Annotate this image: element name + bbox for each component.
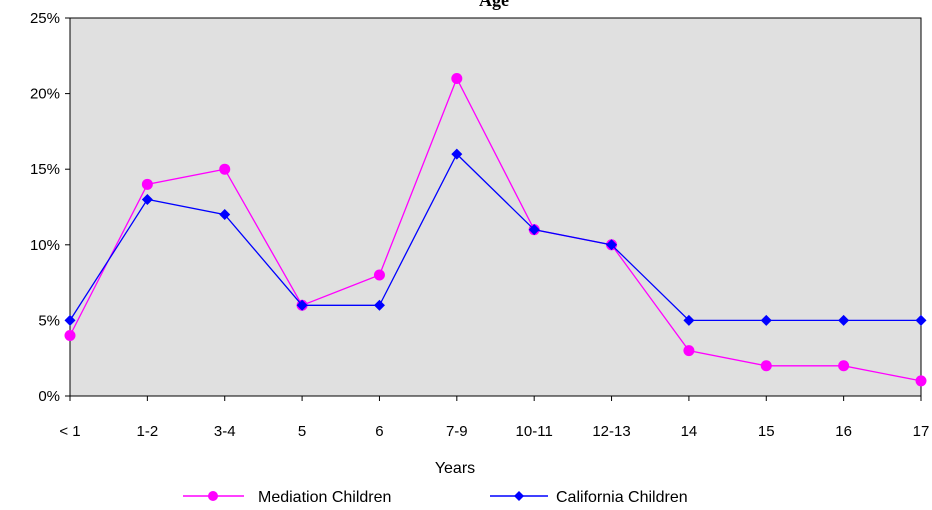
data-point-mediation xyxy=(760,360,772,372)
x-axis-title: Years xyxy=(435,460,475,477)
data-point-california xyxy=(915,314,927,326)
x-tick-label: 10-11 xyxy=(516,423,553,440)
data-point-california xyxy=(528,224,540,236)
series-layer xyxy=(64,72,927,387)
x-tick-label: 15 xyxy=(758,423,775,440)
x-tick-label: < 1 xyxy=(59,423,80,440)
legend-item-mediation: Mediation Children xyxy=(183,489,391,506)
x-tick-label: 3-4 xyxy=(214,423,236,440)
x-tick-label: 17 xyxy=(913,423,930,440)
y-tick-label: 10% xyxy=(30,237,60,254)
data-point-mediation xyxy=(683,345,695,357)
data-point-mediation xyxy=(838,360,850,372)
data-point-california xyxy=(64,314,76,326)
x-tick-label: 1-2 xyxy=(137,423,159,440)
series-line-california xyxy=(69,153,921,322)
y-tick-label: 0% xyxy=(38,388,60,405)
data-point-mediation xyxy=(64,330,76,342)
y-tick-label: 25% xyxy=(30,10,60,27)
series-line-mediation xyxy=(69,76,922,382)
y-axis: 0% 5% 10% 15% 20% 25% xyxy=(30,10,70,405)
y-tick-label: 20% xyxy=(30,86,60,103)
x-axis: < 1 1-2 3-4 5 6 7-9 10-11 12-13 14 15 16 17 xyxy=(59,396,929,440)
data-point-california xyxy=(141,193,153,205)
legend-label-mediation: Mediation Children xyxy=(258,489,391,506)
data-point-mediation xyxy=(373,269,385,281)
plot-area xyxy=(69,17,922,397)
legend-marker-california xyxy=(514,491,524,501)
y-tick-label: 15% xyxy=(30,161,60,178)
chart-title: Age xyxy=(479,0,509,10)
data-point-california xyxy=(838,314,850,326)
data-point-california xyxy=(219,209,231,221)
x-tick-label: 16 xyxy=(835,423,852,440)
data-point-mediation xyxy=(451,72,463,84)
data-point-mediation xyxy=(141,178,153,190)
data-point-california xyxy=(296,299,308,311)
legend-marker-mediation xyxy=(208,491,218,501)
legend-item-california: California Children xyxy=(490,489,688,506)
x-tick-label: 7-9 xyxy=(446,423,468,440)
data-point-mediation xyxy=(915,375,927,387)
x-tick-label: 12-13 xyxy=(592,423,630,440)
x-tick-label: 14 xyxy=(681,423,698,440)
data-point-california xyxy=(683,314,695,326)
data-point-california xyxy=(373,299,385,311)
x-tick-label: 5 xyxy=(298,423,306,440)
data-point-california xyxy=(606,239,618,251)
data-point-california xyxy=(760,314,772,326)
data-point-mediation xyxy=(219,163,231,175)
y-tick-label: 5% xyxy=(38,312,60,329)
legend: Mediation Children California Children xyxy=(183,489,688,506)
data-point-california xyxy=(451,148,463,160)
x-tick-label: 6 xyxy=(375,423,383,440)
legend-label-california: California Children xyxy=(556,489,688,506)
